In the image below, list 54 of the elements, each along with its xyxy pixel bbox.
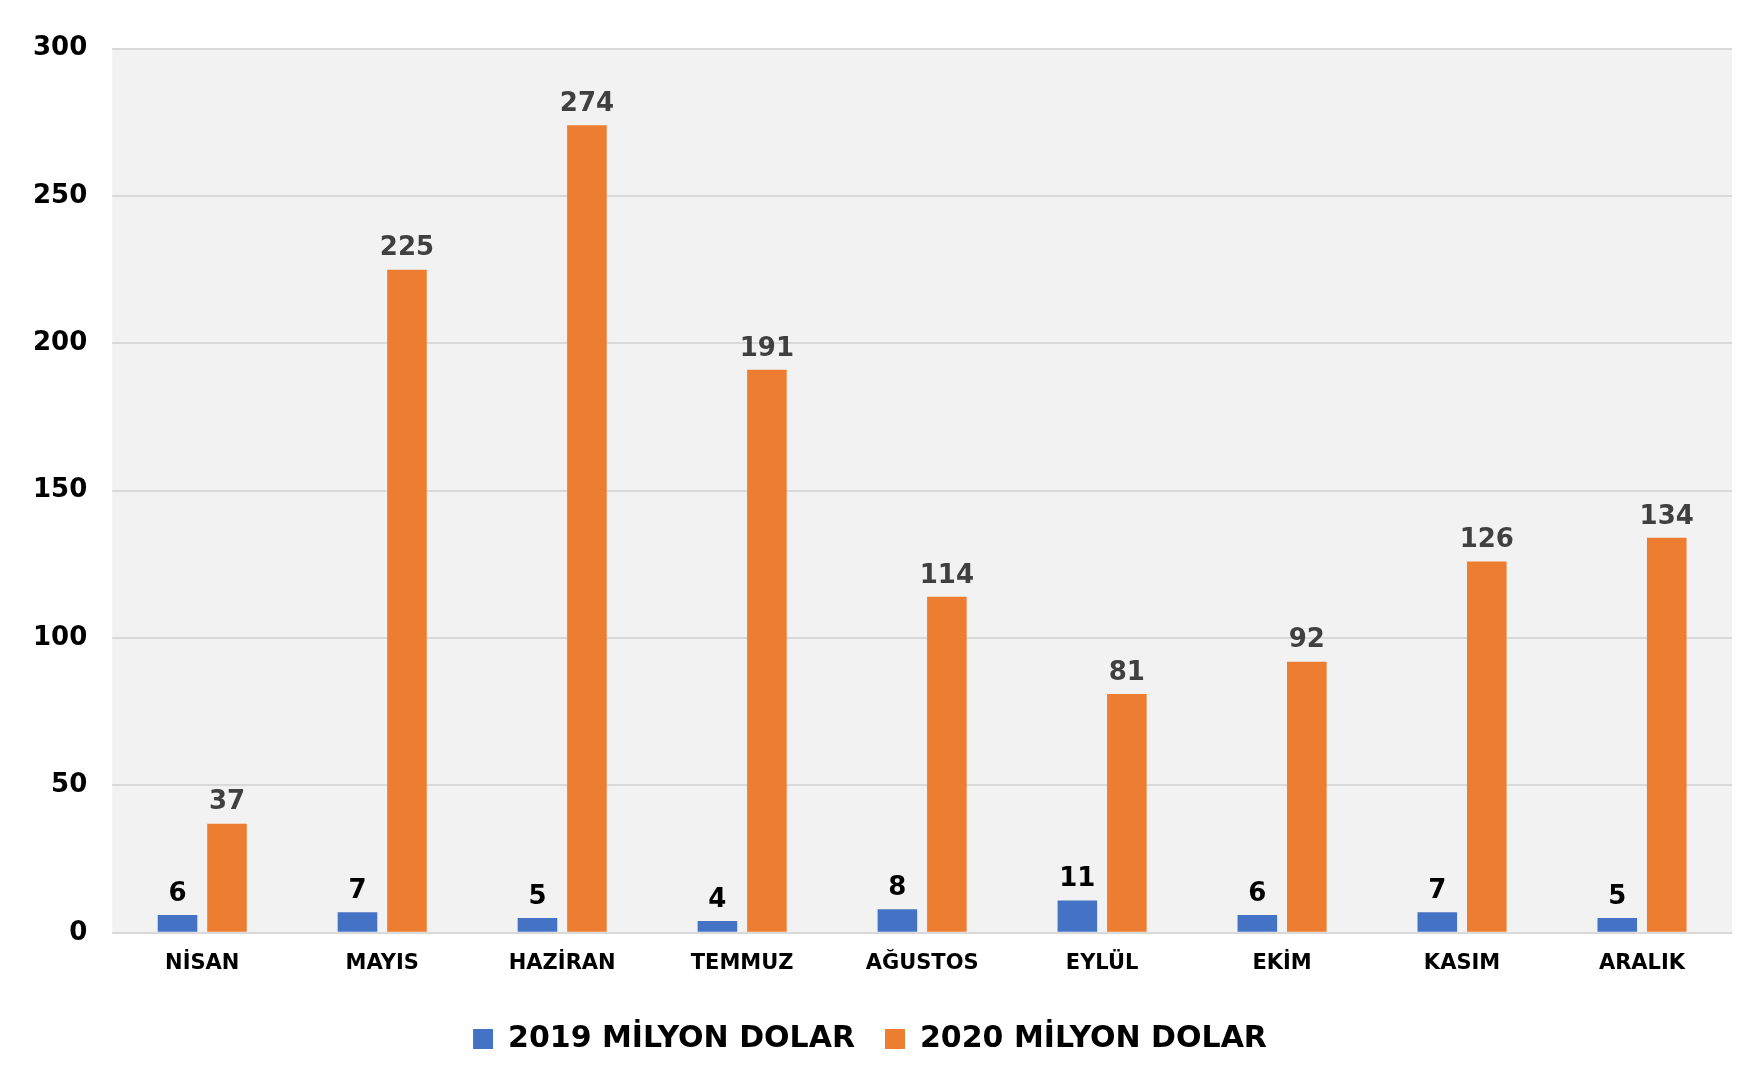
- bar: [1237, 915, 1278, 932]
- y-tick-label: 300: [32, 31, 88, 62]
- x-tick-label: AĞUSTOS: [865, 948, 979, 974]
- bar: [387, 269, 427, 932]
- x-tick-label: ARALIK: [1598, 949, 1686, 974]
- bar: [1417, 912, 1458, 932]
- data-label: 225: [379, 231, 435, 262]
- data-label: 114: [919, 558, 975, 589]
- bar: [747, 369, 787, 932]
- data-label: 37: [208, 785, 246, 816]
- data-label: 7: [348, 873, 367, 904]
- bar: [207, 823, 247, 932]
- data-label: 126: [1459, 523, 1514, 554]
- bar: [1287, 661, 1327, 932]
- bar: [697, 921, 738, 932]
- y-tick-label: 100: [32, 620, 88, 651]
- data-label: 5: [528, 879, 547, 910]
- data-label: 191: [739, 331, 795, 362]
- data-label: 6: [1248, 876, 1267, 907]
- bar: [877, 909, 918, 932]
- bar: [517, 918, 558, 932]
- bar: [1646, 537, 1687, 932]
- legend-label: 2019 MİLYON DOLAR: [508, 1018, 855, 1054]
- bar: [337, 912, 378, 932]
- data-label: 7: [1428, 873, 1447, 904]
- data-label: 8: [888, 870, 907, 901]
- data-label: 11: [1059, 862, 1096, 893]
- legend-label: 2020 MİLYON DOLAR: [920, 1018, 1267, 1054]
- bar: [1057, 900, 1098, 932]
- bar: [927, 596, 967, 932]
- data-label: 81: [1108, 655, 1145, 686]
- bar: [1107, 694, 1147, 932]
- y-tick-label: 200: [32, 326, 88, 357]
- data-label: 6: [168, 876, 187, 907]
- x-tick-label: EYLÜL: [1065, 948, 1139, 974]
- x-tick-label: TEMMUZ: [690, 949, 794, 974]
- x-tick-label: NİSAN: [165, 948, 240, 974]
- x-tick-label: MAYIS: [345, 949, 419, 974]
- data-label: 5: [1608, 879, 1627, 910]
- data-label: 92: [1288, 623, 1325, 654]
- bar: [1467, 561, 1507, 932]
- data-label: 134: [1639, 499, 1694, 530]
- data-label: 4: [708, 882, 727, 913]
- data-label: 274: [559, 86, 615, 117]
- y-tick-label: 50: [51, 768, 88, 799]
- x-tick-label: EKİM: [1252, 948, 1312, 974]
- y-tick-label: 250: [32, 178, 88, 209]
- bar: [567, 125, 607, 932]
- bar: [1597, 918, 1638, 932]
- bar: [157, 915, 198, 932]
- x-tick-label: HAZİRAN: [508, 948, 616, 974]
- y-tick-label: 0: [69, 915, 88, 946]
- x-tick-label: KASIM: [1423, 949, 1501, 974]
- y-tick-label: 150: [32, 473, 88, 504]
